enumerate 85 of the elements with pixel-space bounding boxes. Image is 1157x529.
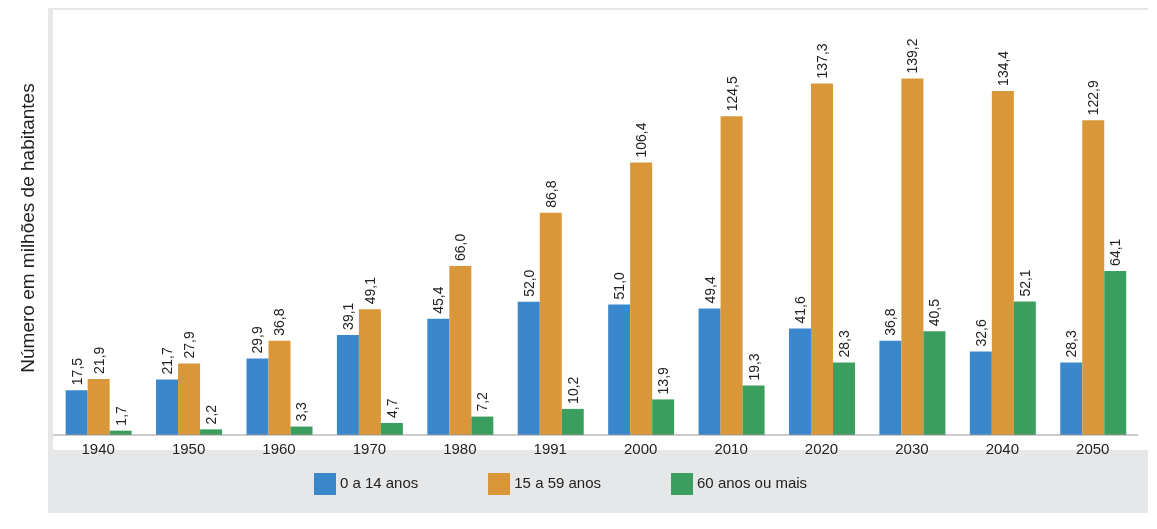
bar <box>608 304 631 435</box>
data-label: 29,9 <box>249 325 266 354</box>
y-axis-title: Número em milhões de habitantes <box>17 83 39 373</box>
bar <box>65 390 88 435</box>
bar <box>969 351 992 435</box>
data-label: 64,1 <box>1107 238 1124 266</box>
x-tick-label: 2010 <box>714 439 748 457</box>
data-label: 40,5 <box>926 298 943 327</box>
bar <box>87 378 110 435</box>
data-label: 86,8 <box>542 180 559 208</box>
bar <box>561 408 584 435</box>
data-label: 106,4 <box>633 122 650 158</box>
x-tick-label: 2040 <box>985 439 1020 457</box>
data-label: 49,4 <box>701 276 718 304</box>
data-label: 28,3 <box>835 330 852 358</box>
bar <box>923 331 946 435</box>
bar <box>178 363 201 435</box>
data-label: 122,9 <box>1085 80 1102 116</box>
bar <box>991 90 1014 435</box>
data-label: 19,3 <box>745 353 762 381</box>
data-label: 27,9 <box>181 331 198 359</box>
x-tick-label: 1991 <box>533 439 567 457</box>
legend-label: 0 a 14 anos <box>339 473 419 491</box>
data-label: 66,0 <box>452 233 469 262</box>
bar <box>336 334 359 435</box>
data-label: 139,2 <box>904 38 921 74</box>
legend-label: 60 anos ou mais <box>697 473 808 491</box>
bar <box>901 78 924 435</box>
bar <box>698 308 721 435</box>
data-label: 52,1 <box>1016 269 1033 297</box>
data-label: 32,6 <box>972 319 989 347</box>
x-tick-label: 1970 <box>352 439 387 457</box>
data-label: 134,4 <box>994 50 1011 86</box>
data-label: 7,2 <box>474 391 491 412</box>
bar <box>1082 120 1105 435</box>
bar <box>380 422 403 435</box>
data-label: 21,9 <box>90 346 107 374</box>
data-label: 52,0 <box>520 269 537 297</box>
bar <box>471 416 494 435</box>
data-label: 41,6 <box>791 296 808 324</box>
data-label: 45,4 <box>430 286 447 314</box>
data-label: 49,1 <box>361 276 378 305</box>
data-label: 124,5 <box>723 75 740 112</box>
bar <box>652 399 675 435</box>
bar <box>246 358 269 435</box>
bar <box>832 362 855 435</box>
bar <box>1013 301 1036 435</box>
data-label: 10,2 <box>564 376 581 404</box>
bar <box>358 309 381 435</box>
bar <box>449 266 472 435</box>
data-label: 39,1 <box>339 302 356 330</box>
data-label: 137,3 <box>813 43 830 79</box>
legend-label: 15 a 59 anos <box>514 473 602 491</box>
data-label: 2,2 <box>203 404 220 425</box>
data-label: 4,7 <box>383 398 400 418</box>
x-tick-label: 1940 <box>81 439 115 457</box>
bar <box>427 318 450 435</box>
data-label: 36,8 <box>882 308 899 336</box>
bar <box>720 116 743 435</box>
bar <box>517 301 540 435</box>
x-tick-label: 1950 <box>171 439 206 457</box>
bar <box>539 212 562 435</box>
bar <box>1104 270 1127 435</box>
x-tick-label: 2050 <box>1076 439 1110 457</box>
bar <box>879 340 902 435</box>
bar <box>156 379 179 435</box>
data-label: 51,0 <box>611 271 628 300</box>
data-label: 17,5 <box>68 357 85 386</box>
bar <box>630 162 653 435</box>
bar <box>1060 362 1083 435</box>
x-tick-label: 1960 <box>262 439 296 457</box>
data-label: 36,8 <box>271 308 288 336</box>
bar <box>810 83 833 435</box>
x-tick-label: 2020 <box>804 439 839 457</box>
x-tick-label: 2030 <box>895 439 929 457</box>
x-tick-label: 2000 <box>624 439 658 457</box>
data-label: 21,7 <box>159 346 176 375</box>
bar <box>788 328 811 435</box>
data-label: 13,9 <box>655 366 672 395</box>
x-tick-label: 1980 <box>443 439 477 457</box>
data-label: 1,7 <box>112 405 129 426</box>
data-label: 28,3 <box>1063 330 1080 358</box>
data-label: 3,3 <box>293 401 310 422</box>
bar <box>742 385 765 435</box>
bar <box>268 340 291 435</box>
